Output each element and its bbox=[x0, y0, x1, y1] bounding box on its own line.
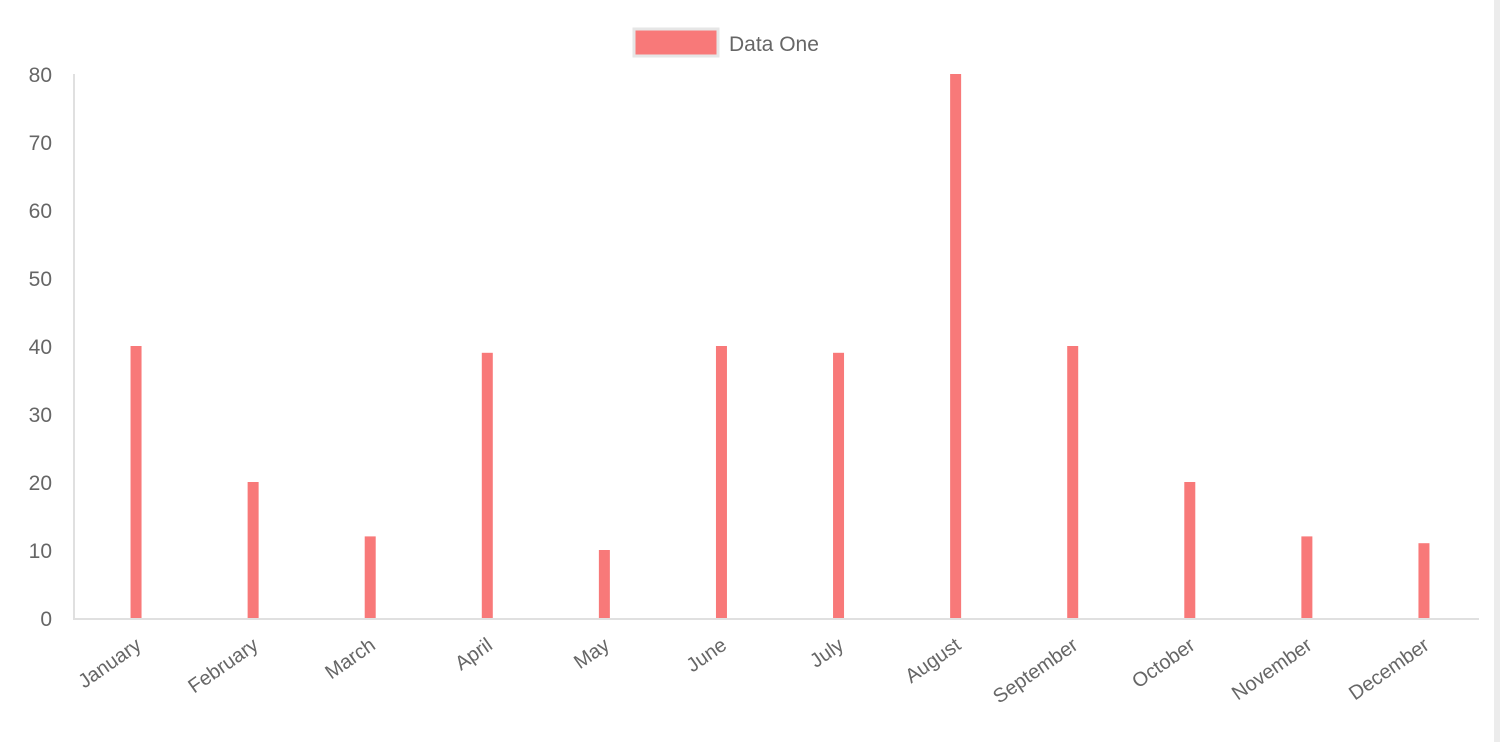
bar-april bbox=[481, 352, 493, 618]
x-tick-label: March bbox=[321, 634, 379, 684]
x-tick-label: July bbox=[806, 634, 848, 672]
bar-february bbox=[247, 482, 259, 618]
y-tick-label: 20 bbox=[29, 472, 52, 495]
bar-may bbox=[598, 550, 610, 618]
y-tick-label: 40 bbox=[29, 336, 52, 359]
y-tick-label: 80 bbox=[29, 64, 52, 87]
legend-swatch bbox=[632, 27, 720, 58]
bar-september bbox=[1067, 346, 1079, 618]
x-tick-label: October bbox=[1128, 634, 1199, 693]
bar-december bbox=[1418, 543, 1430, 618]
bar-july bbox=[833, 352, 845, 618]
bars bbox=[130, 74, 1430, 618]
y-tick-label: 50 bbox=[29, 268, 52, 291]
y-tick-label: 60 bbox=[29, 200, 52, 223]
y-tick-label: 0 bbox=[40, 608, 52, 631]
x-tick-label: May bbox=[570, 634, 614, 674]
x-tick-label: February bbox=[184, 634, 262, 698]
bar-august bbox=[950, 74, 962, 618]
x-axis: January February March April May June July Augu… bbox=[73, 618, 1479, 708]
y-tick-label: 70 bbox=[29, 132, 52, 155]
legend: Data One bbox=[632, 27, 819, 58]
bar-march bbox=[364, 536, 376, 618]
x-tick-label: April bbox=[451, 634, 496, 675]
bar-october bbox=[1184, 482, 1196, 618]
bar-june bbox=[715, 346, 727, 618]
x-tick-label: November bbox=[1228, 634, 1316, 705]
x-tick-label: December bbox=[1345, 634, 1433, 705]
legend-label: Data One bbox=[729, 33, 819, 56]
bar-november bbox=[1301, 536, 1313, 618]
x-tick-label: August bbox=[901, 634, 965, 688]
bar-january bbox=[130, 346, 142, 618]
x-tick-label: September bbox=[989, 634, 1082, 708]
x-tick-label: January bbox=[75, 634, 146, 693]
y-tick-label: 10 bbox=[29, 540, 52, 563]
y-axis: 0 10 20 30 40 50 60 70 80 bbox=[29, 64, 75, 631]
y-tick-label: 30 bbox=[29, 404, 52, 427]
x-tick-label: June bbox=[683, 634, 731, 677]
page-scroll-edge bbox=[1494, 0, 1500, 742]
